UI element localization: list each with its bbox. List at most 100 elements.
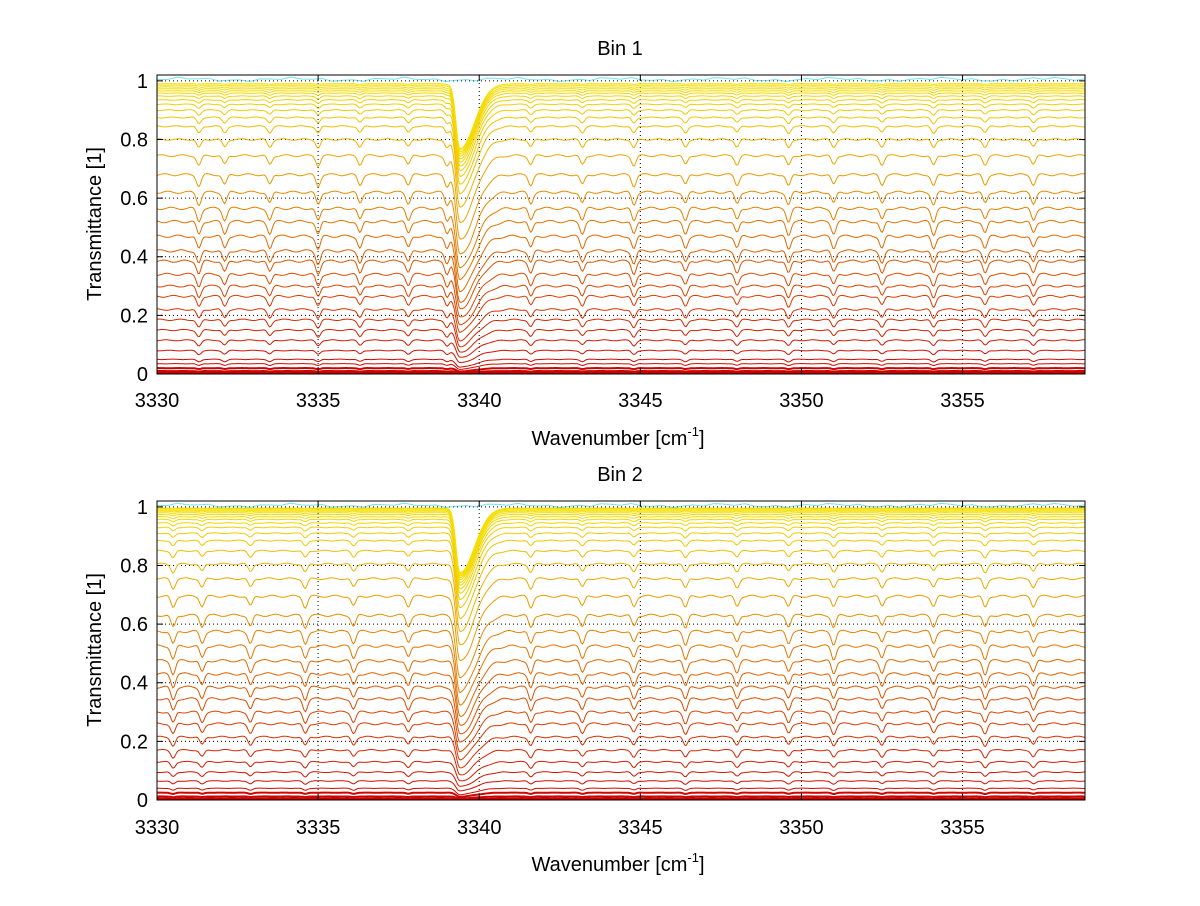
- x-tick-label: 3340: [457, 390, 502, 412]
- y-tick-label: 1: [137, 71, 148, 93]
- spectrum-series: [156, 371, 1085, 375]
- x-axis-label: Wavenumber [cm-1]: [531, 850, 704, 876]
- spectrum-series: [157, 512, 1085, 579]
- spectrum-series: [156, 249, 1086, 303]
- spectrum-series: [156, 328, 1086, 353]
- y-tick-label: 0.2: [120, 731, 148, 753]
- spectrum-series: [156, 659, 1086, 717]
- y-tick-label: 0: [137, 364, 148, 386]
- spectrum-series: [157, 526, 1086, 594]
- spectrum-series: [157, 510, 1085, 577]
- y-axis-label: Transmittance [1]: [84, 573, 106, 727]
- spectrum-series: [156, 349, 1086, 364]
- x-tick-label: 3355: [940, 817, 985, 839]
- spectrum-series: [156, 366, 1085, 373]
- spectrum-series: [157, 88, 1085, 155]
- top-noise-trace: [156, 76, 1086, 83]
- spectrum-series: [156, 780, 1086, 792]
- y-tick-label: 0.6: [120, 188, 148, 210]
- spectrum-series: [156, 294, 1086, 333]
- spectrum-series: [156, 90, 1085, 157]
- spectrum-series: [156, 154, 1086, 223]
- top-noise-trace: [156, 502, 1086, 509]
- y-tick-labels: 0 0.2 0.4 0.6 0.8 1: [120, 71, 148, 386]
- x-tick-label: 3335: [296, 817, 341, 839]
- spectrum-series: [156, 613, 1086, 679]
- spectrum-series: [156, 710, 1086, 753]
- spectrum-series: [156, 369, 1086, 374]
- x-tick-labels: 3330 3335 3340 3345 3350 3355: [135, 817, 985, 839]
- x-tick-labels: 3330 3335 3340 3345 3350 3355: [135, 390, 985, 412]
- y-tick-label: 0.6: [120, 614, 148, 636]
- spectrum-series: [157, 507, 1085, 574]
- spectrum-series: [156, 748, 1086, 776]
- spectrum-series: [156, 116, 1086, 185]
- spectrum-series: [156, 735, 1086, 769]
- spectrum-series: [157, 84, 1085, 151]
- spectrum-series: [156, 206, 1086, 269]
- spectrum-series: [156, 797, 1085, 801]
- spectrum-series: [156, 103, 1085, 172]
- y-tick-label: 0.8: [120, 555, 148, 577]
- y-tick-label: 0.2: [120, 305, 148, 327]
- spectrum-series: [156, 644, 1086, 706]
- spectrum-series: [157, 771, 1086, 787]
- spectrum-series: [156, 138, 1086, 208]
- spectrum-series: [157, 795, 1085, 800]
- spectrum-series: [157, 95, 1086, 163]
- chart-title: Bin 1: [597, 38, 643, 60]
- spectrum-series: [156, 629, 1086, 693]
- x-tick-label: 3350: [779, 390, 824, 412]
- chart-panel-bin-2: Bin 2 3330 3335 3340 3345 3350 3355 0 0.…: [84, 464, 1086, 876]
- spectrum-series: [157, 791, 1086, 798]
- y-tick-label: 0: [137, 790, 148, 812]
- spectrum-series: [156, 787, 1086, 796]
- chart-title: Bin 2: [597, 464, 643, 486]
- spectrum-series: [156, 173, 1086, 240]
- x-tick-label: 3350: [779, 817, 824, 839]
- plot-area: [156, 500, 1086, 801]
- x-tick-label: 3330: [135, 390, 180, 412]
- spectrum-series: [156, 522, 1086, 590]
- spectrum-series: [156, 318, 1086, 348]
- spectrum-series: [156, 532, 1086, 601]
- x-tick-label: 3335: [296, 390, 341, 412]
- spectrum-series: [156, 672, 1086, 726]
- spectrum-series: [156, 577, 1086, 646]
- spectrum-series: [156, 308, 1085, 342]
- y-tick-label: 1: [137, 497, 148, 519]
- chart-panel-bin-1: Bin 1 3330 3335 3340 3345 3350 3355 0 0.…: [84, 38, 1086, 450]
- plot-area: [156, 74, 1086, 375]
- x-tick-label: 3355: [940, 390, 985, 412]
- spectrum-series: [156, 272, 1086, 318]
- y-tick-label: 0.4: [120, 673, 148, 695]
- x-tick-label: 3345: [618, 390, 663, 412]
- spectrum-series: [156, 697, 1086, 743]
- spectrum-series: [156, 722, 1086, 761]
- x-axis-label: Wavenumber [cm-1]: [531, 424, 704, 450]
- y-tick-label: 0.4: [120, 247, 148, 269]
- x-tick-label: 3345: [618, 817, 663, 839]
- spectrum-series: [156, 539, 1085, 609]
- spectrum-series: [156, 284, 1086, 326]
- series-group: [156, 76, 1086, 375]
- spectrum-series: [157, 516, 1085, 583]
- tick-marks: [156, 501, 1085, 801]
- y-tick-labels: 0 0.2 0.4 0.6 0.8 1: [120, 497, 148, 812]
- spectrum-series: [156, 518, 1085, 586]
- spectrum-series: [156, 594, 1086, 662]
- spectrum-series: [156, 125, 1086, 195]
- axes-frame: [156, 500, 1086, 801]
- spectrum-series: [156, 562, 1086, 632]
- spectrum-series: [157, 509, 1085, 576]
- spectrum-series: [156, 99, 1086, 167]
- spectrum-series: [156, 760, 1085, 782]
- x-tick-label: 3340: [457, 817, 502, 839]
- x-tick-label: 3330: [135, 817, 180, 839]
- spectrum-series: [156, 219, 1086, 281]
- spectrum-series: [156, 234, 1086, 293]
- spectrum-series: [156, 363, 1085, 370]
- series-group: [156, 502, 1086, 801]
- spectrum-series: [156, 358, 1086, 368]
